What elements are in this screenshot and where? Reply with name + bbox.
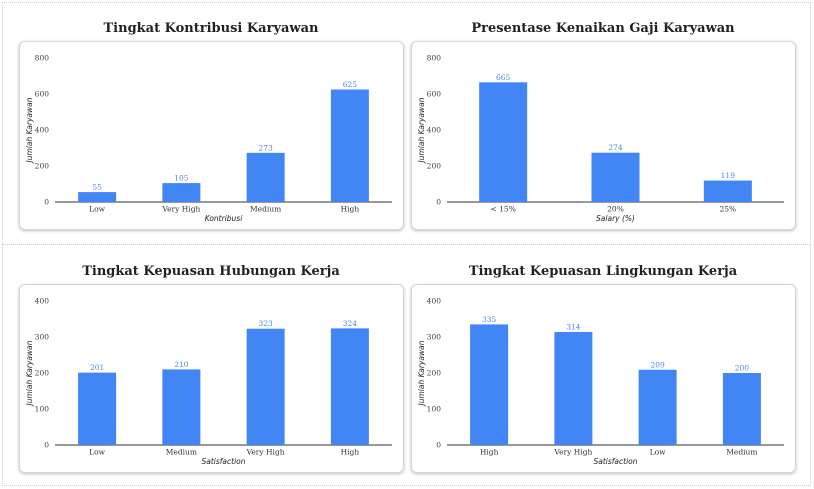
y-tick-label: 400	[427, 126, 442, 135]
chart-title-lingkungan: Tingkat Kepuasan Lingkungan Kerja	[468, 264, 738, 279]
data-label: 625	[343, 80, 358, 89]
data-label: 273	[258, 143, 273, 152]
bar-high	[470, 324, 509, 445]
x-tick-label: Low	[650, 448, 666, 457]
bar--15-	[479, 82, 528, 202]
chart-card-salary: 0 200 400 600 800 Jumlah Karyawan 665 < 15% 274 2…	[411, 41, 796, 230]
data-label: 323	[258, 319, 273, 328]
y-tick-label: 400	[35, 126, 50, 135]
y-tick-label: 300	[427, 333, 442, 342]
bar-20-	[591, 152, 640, 202]
data-label: 119	[721, 171, 736, 180]
y-tick-label: 200	[427, 162, 442, 171]
data-label: 314	[566, 322, 581, 331]
chart-title-kontribusi: Tingkat Kontribusi Karyawan	[103, 21, 319, 36]
x-tick-label: 25%	[719, 205, 736, 214]
y-tick-label: 0	[44, 441, 49, 450]
x-tick-label: High	[341, 205, 360, 214]
data-label: 274	[608, 143, 623, 152]
chart-title-hubungan: Tingkat Kepuasan Hubungan Kerja	[82, 264, 340, 279]
bar-low	[78, 372, 117, 445]
chart-title-salary: Presentase Kenaikan Gaji Karyawan	[471, 21, 735, 36]
bar-chart-salary: 0 200 400 600 800 Jumlah Karyawan 665 < 15% 274 2…	[417, 54, 784, 223]
row-divider	[2, 244, 810, 245]
y-tick-label: 0	[436, 441, 441, 450]
x-tick-label: Medium	[726, 448, 757, 457]
y-tick-label: 800	[427, 54, 442, 63]
y-axis-title: Jumlah Karyawan	[25, 340, 34, 407]
y-tick-label: 200	[35, 369, 50, 378]
bar-chart-kontribusi: 0 200 400 600 800 Jumlah Karyawan 55 Low 105 Very…	[25, 54, 392, 223]
bar-chart-hubungan: 0 100 200 300 400 Jumlah Karyawan 201 Low 210 Med…	[25, 297, 392, 466]
bar-high	[330, 89, 369, 202]
bar-very-high	[554, 331, 593, 445]
x-tick-label: < 15%	[490, 205, 515, 214]
y-axis-title: Jumlah Karyawan	[417, 97, 426, 164]
y-axis-title: Jumlah Karyawan	[417, 340, 426, 407]
data-label: 201	[90, 363, 104, 372]
data-label: 335	[482, 315, 497, 324]
x-tick-label: Low	[89, 205, 105, 214]
chart-card-lingkungan: 0 100 200 300 400 Jumlah Karyawan 335 High 314 Ve…	[411, 284, 796, 473]
bar-25-	[703, 180, 752, 202]
bar-very-high	[162, 183, 201, 202]
x-tick-label: Very High	[161, 205, 200, 214]
bar-high	[330, 328, 369, 445]
y-axis-title: Jumlah Karyawan	[25, 97, 34, 164]
data-label: 210	[174, 360, 189, 369]
data-label: 665	[496, 73, 511, 82]
data-label: 324	[343, 319, 358, 328]
x-tick-label: 20%	[607, 205, 624, 214]
y-tick-label: 100	[35, 405, 50, 414]
x-axis-title: Satisfaction	[201, 457, 245, 466]
y-tick-label: 0	[436, 198, 441, 207]
x-tick-label: High	[341, 448, 360, 457]
y-tick-label: 200	[35, 162, 50, 171]
y-tick-label: 300	[35, 333, 50, 342]
y-tick-label: 600	[35, 90, 50, 99]
y-tick-label: 400	[35, 297, 50, 306]
x-tick-label: Very High	[553, 448, 592, 457]
bar-medium	[246, 152, 285, 202]
y-tick-label: 800	[35, 54, 50, 63]
chart-card-hubungan: 0 100 200 300 400 Jumlah Karyawan 201 Low 210 Med…	[19, 284, 404, 473]
x-axis-title: Satisfaction	[593, 457, 637, 466]
data-label: 55	[92, 183, 102, 192]
bar-chart-lingkungan: 0 100 200 300 400 Jumlah Karyawan 335 High 314 Ve…	[417, 297, 784, 466]
bar-low	[638, 369, 677, 445]
bar-medium	[722, 373, 761, 445]
y-tick-label: 600	[427, 90, 442, 99]
x-axis-title: Kontribusi	[205, 214, 244, 223]
bar-medium	[162, 369, 201, 445]
bar-low	[78, 192, 117, 202]
data-label: 105	[174, 174, 189, 183]
x-tick-label: High	[480, 448, 499, 457]
x-tick-label: Medium	[250, 205, 281, 214]
x-tick-label: Very High	[246, 448, 285, 457]
chart-card-kontribusi: 0 200 400 600 800 Jumlah Karyawan 55 Low 105 Very…	[19, 41, 404, 230]
bar-very-high	[246, 328, 285, 445]
y-tick-label: 100	[427, 405, 442, 414]
x-axis-title: Salary (%)	[596, 214, 635, 223]
y-tick-label: 0	[44, 198, 49, 207]
data-label: 209	[650, 360, 665, 369]
x-tick-label: Low	[89, 448, 105, 457]
y-tick-label: 400	[427, 297, 442, 306]
data-label: 200	[735, 364, 750, 373]
x-tick-label: Medium	[166, 448, 197, 457]
y-tick-label: 200	[427, 369, 442, 378]
